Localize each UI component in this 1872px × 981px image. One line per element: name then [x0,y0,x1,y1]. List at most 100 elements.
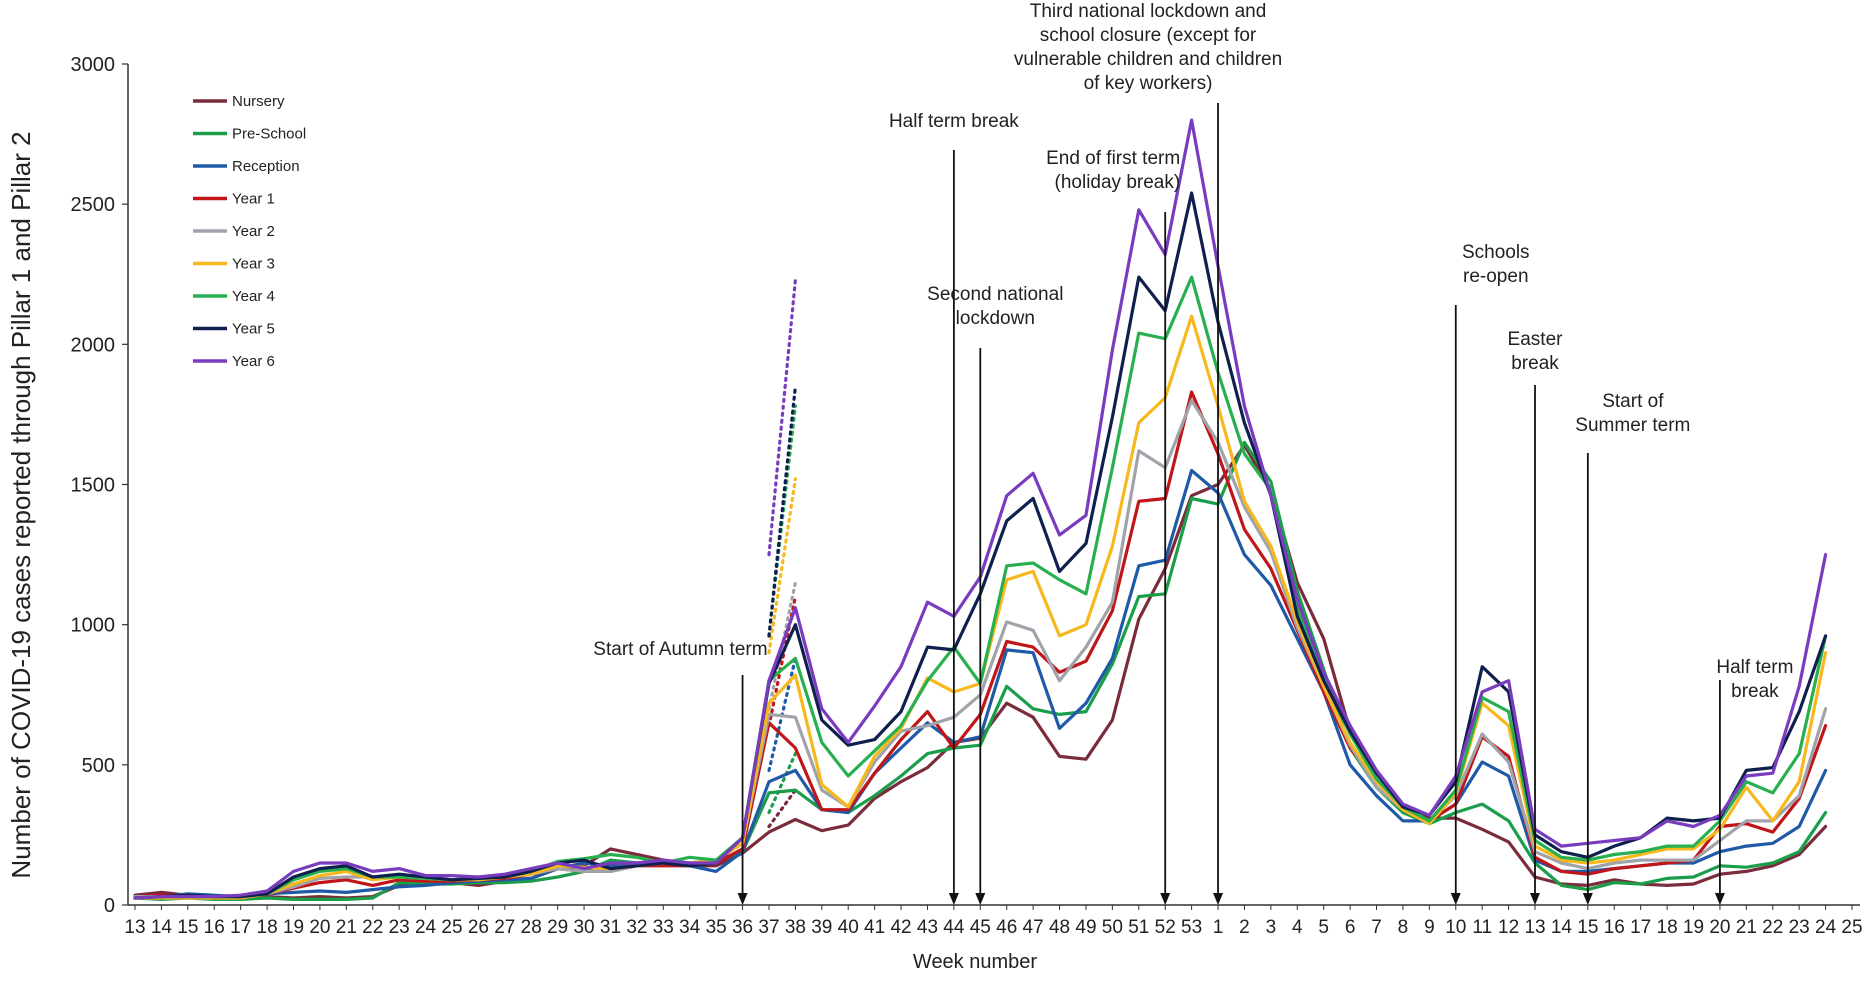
y-axis-label: Number of COVID-19 cases reported throug… [6,131,36,878]
x-tick-label: 5 [1318,917,1329,938]
x-tick-label: 14 [1551,917,1573,938]
x-tick-label: 42 [890,917,911,938]
series-projection-year-4 [767,404,798,638]
x-tick-label: 15 [1577,917,1598,938]
x-tick-label: 51 [1128,917,1149,938]
y-tick-label: 500 [82,755,115,777]
annotation-label: Easter [1508,329,1564,350]
legend-label: Pre-School [232,126,306,143]
annotation-label: Second national [927,284,1063,305]
x-tick-label: 29 [547,917,568,938]
x-tick-label: 28 [521,917,542,938]
x-tick-label: 21 [336,917,357,938]
x-tick-label: 35 [706,917,727,938]
legend: Nursery Pre-School Reception Year 1 Year 2 Ye… [193,93,306,370]
x-tick-label: 48 [1049,917,1070,938]
x-tick-label: 18 [257,917,278,938]
x-tick-label: 19 [283,917,304,938]
x-tick-label: 17 [230,917,251,938]
annotation-arrowhead [1530,893,1541,905]
x-axis-label: Week number [913,951,1037,973]
x-tick-label: 7 [1371,917,1382,938]
x-tick-label: 24 [415,917,437,938]
annotation-arrowhead [737,893,748,905]
annotation-arrowhead [948,893,959,905]
legend-label: Reception [232,158,300,175]
x-tick-label: 33 [653,917,674,938]
x-tick-label: 32 [626,917,647,938]
annotation-label: Start of [1602,391,1664,412]
x-tick-label: 52 [1155,917,1176,938]
x-tick-label: 31 [600,917,621,938]
x-tick-label: 43 [917,917,938,938]
x-tick-label: 20 [1709,917,1730,938]
x-tick-label: 10 [1445,917,1466,938]
x-tick-label: 25 [441,917,462,938]
x-tick-label: 46 [996,917,1017,938]
annotation-arrowhead [1450,893,1461,905]
annotation-label: re-open [1463,266,1529,287]
x-tick-label: 16 [1604,917,1625,938]
series-projection-year-1 [767,594,798,728]
x-tick-label: 13 [1524,917,1545,938]
annotation-label: End of first term [1046,148,1180,169]
x-tick-label: 6 [1345,917,1356,938]
x-tick-label: 23 [389,917,410,938]
y-tick-label: 0 [104,895,115,917]
x-tick-label: 27 [494,917,515,938]
x-tick-label: 8 [1398,917,1409,938]
annotation-label: Third national lockdown and [1030,1,1267,22]
y-tick-label: 2000 [71,334,116,356]
x-tick-label: 44 [943,917,965,938]
x-tick-label: 19 [1683,917,1704,938]
annotation-label: (holiday break) [1055,172,1181,193]
x-tick-label: 13 [124,917,145,938]
annotation-arrowhead [1714,893,1725,905]
x-tick-label: 3 [1266,917,1277,938]
x-tick-label: 22 [362,917,383,938]
x-tick-label: 22 [1762,917,1783,938]
x-tick-label: 9 [1424,917,1435,938]
legend-label: Year 4 [232,288,275,305]
annotation-label: vulnerable children and children [1014,49,1282,70]
x-tick-label: 23 [1789,917,1810,938]
legend-label: Year 5 [232,321,275,338]
x-tick-label: 1 [1213,917,1224,938]
legend-label: Year 3 [232,256,275,273]
x-tick-label: 21 [1736,917,1757,938]
series-projection-year-6 [767,278,798,557]
annotation-label: break [1511,353,1559,374]
annotation-arrowhead [1213,893,1224,905]
annotation-arrowhead [1160,893,1171,905]
x-tick-label: 15 [177,917,198,938]
x-tick-label: 50 [1102,917,1123,938]
x-tick-label: 26 [468,917,489,938]
x-tick-label: 2 [1239,917,1250,938]
annotation-label: of key workers) [1084,73,1213,94]
annotation-label: Start of Autumn term [593,639,767,660]
y-tick-label: 1500 [71,475,116,497]
x-tick-label: 36 [732,917,753,938]
annotation-label: Half term break [889,111,1019,132]
x-tick-label: 37 [758,917,779,938]
x-tick-label: 11 [1472,917,1492,938]
x-tick-label: 30 [573,917,594,938]
x-tick-label: 17 [1630,917,1651,938]
legend-label: Nursery [232,93,285,110]
x-tick-label: 39 [811,917,832,938]
annotation-label: lockdown [956,308,1035,329]
x-tick-label: 34 [679,917,701,938]
x-tick-label: 47 [1023,917,1044,938]
x-tick-label: 41 [864,917,885,938]
legend-label: Year 6 [232,353,275,370]
annotation-label: Half term [1716,657,1793,678]
annotation-arrowhead [1582,893,1593,905]
legend-label: Year 1 [232,191,275,208]
x-tick-label: 14 [151,917,173,938]
x-tick-label: 49 [1075,917,1096,938]
x-tick-label: 25 [1841,917,1862,938]
y-tick-label: 3000 [71,54,116,76]
x-tick-label: 4 [1292,917,1303,938]
series-projection-nursery [767,788,798,829]
